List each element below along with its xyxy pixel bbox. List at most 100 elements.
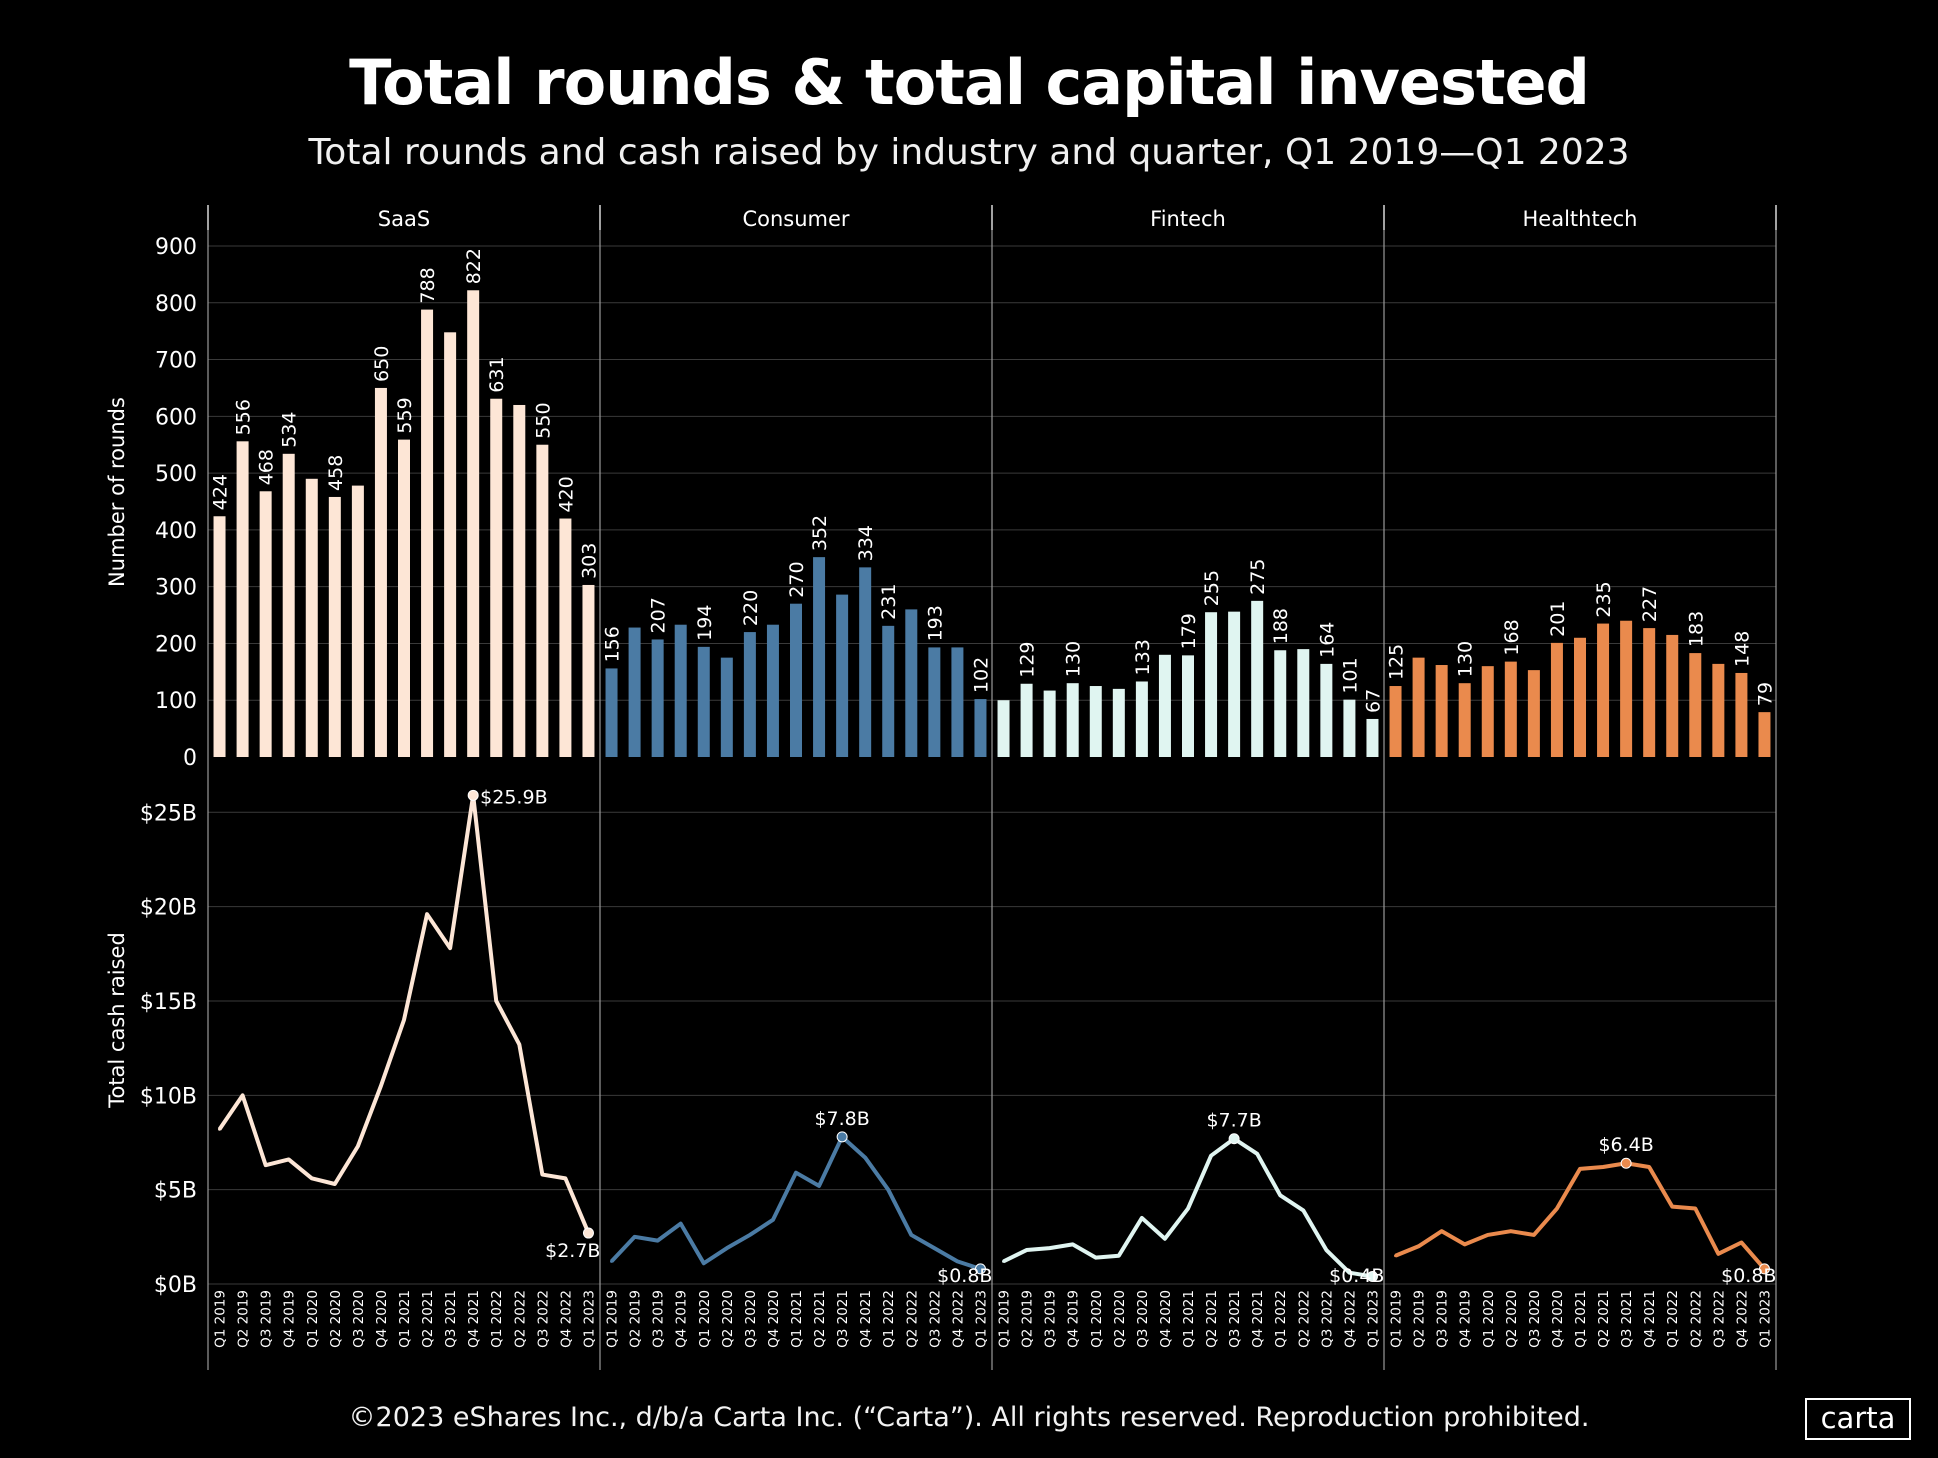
cash-point: [1324, 1248, 1328, 1252]
cash-point: [425, 912, 429, 916]
x-tick-label: Q2 2021: [1204, 1290, 1220, 1348]
x-tick-label: Q3 2021: [1227, 1290, 1243, 1348]
bar-fintech: [1366, 718, 1379, 757]
cash-point: [1578, 1167, 1582, 1171]
bar-consumer: [836, 594, 849, 757]
bar-healthtech: [1735, 672, 1748, 757]
x-tick-label: Q2 2020: [720, 1290, 736, 1348]
cash-point: [1716, 1252, 1720, 1256]
cash-point: [264, 1163, 268, 1167]
cash-point: [1048, 1246, 1052, 1250]
x-tick-label: Q1 2023: [1365, 1290, 1381, 1348]
cash-marker: [836, 1131, 848, 1143]
bar-value-label: 207: [648, 597, 670, 633]
x-tick-label: Q4 2022: [1734, 1290, 1750, 1348]
bar-value-label: 352: [809, 515, 831, 551]
bar-fintech: [1297, 649, 1310, 757]
x-tick-label: Q3 2019: [651, 1290, 667, 1348]
cash-point: [333, 1182, 337, 1186]
bar-value-label: 201: [1547, 601, 1569, 637]
bar-fintech: [1020, 683, 1033, 757]
cash-point: [1647, 1165, 1651, 1169]
cash-point: [1486, 1233, 1490, 1237]
bar-fintech: [1343, 699, 1356, 757]
bar-saas: [467, 290, 480, 757]
bar-value-label: 79: [1754, 682, 1776, 706]
bar-healthtech: [1758, 712, 1771, 757]
bar-consumer: [813, 557, 826, 757]
x-tick-label: Q1 2019: [1389, 1290, 1405, 1348]
bar-value-label: 133: [1132, 639, 1154, 675]
cash-line-saas: [217, 793, 591, 1234]
cash-point: [1394, 1254, 1398, 1258]
bar-saas: [351, 485, 364, 757]
x-tick-label: Q1 2021: [397, 1290, 413, 1348]
bar-value-label: 183: [1685, 611, 1707, 647]
bar-value-label: 130: [1063, 641, 1085, 677]
cash-tick-label: $5B: [154, 1179, 197, 1204]
cash-tick-label: $15B: [140, 990, 197, 1015]
bar-value-label: 156: [602, 626, 624, 662]
x-tick-label: Q2 2020: [328, 1290, 344, 1348]
bar-consumer: [974, 699, 987, 757]
cash-point: [1509, 1229, 1513, 1233]
panel-header-healthtech: Healthtech: [1523, 207, 1638, 231]
bar-saas: [536, 444, 549, 757]
cash-point: [1186, 1207, 1190, 1211]
x-tick-label: Q3 2022: [927, 1290, 943, 1348]
x-tick-label: Q4 2021: [466, 1290, 482, 1348]
bar-value-label: 188: [1270, 608, 1292, 644]
rounds-axis-label: Number of rounds: [105, 397, 129, 587]
bar-saas: [444, 332, 457, 757]
x-tick-label: Q2 2022: [1296, 1290, 1312, 1348]
cash-point: [748, 1233, 752, 1237]
cash-value-label: $6.4B: [1598, 1134, 1653, 1156]
bar-consumer: [766, 624, 779, 757]
bar-consumer: [743, 632, 756, 757]
rounds-tick-label: 200: [155, 632, 197, 657]
bar-value-label: 168: [1501, 619, 1523, 655]
x-tick-label: Q3 2019: [1043, 1290, 1059, 1348]
cash-line-healthtech: [1394, 1161, 1766, 1271]
bar-value-label: 231: [878, 584, 900, 620]
bar-saas: [582, 584, 595, 757]
bar-consumer: [674, 624, 687, 757]
cash-point: [1002, 1259, 1006, 1263]
cash-point: [448, 946, 452, 950]
x-tick-label: Q3 2020: [743, 1290, 759, 1348]
x-tick-label: Q3 2020: [351, 1290, 367, 1348]
cash-point: [1463, 1242, 1467, 1246]
x-tick-label: Q1 2022: [881, 1290, 897, 1348]
x-tick-label: Q4 2019: [674, 1290, 690, 1348]
cash-point: [1601, 1165, 1605, 1169]
bar-healthtech: [1620, 620, 1633, 757]
cash-marker: [1366, 1270, 1378, 1282]
cash-point: [633, 1235, 637, 1239]
bar-fintech: [1251, 600, 1264, 757]
bar-value-label: 255: [1201, 570, 1223, 606]
cash-point: [1555, 1207, 1559, 1211]
x-tick-label: Q3 2022: [1319, 1290, 1335, 1348]
panel-header-saas: SaaS: [378, 207, 430, 231]
cash-value-label: $0.4B: [1329, 1265, 1384, 1287]
cash-point: [402, 1018, 406, 1022]
cash-point: [1693, 1207, 1697, 1211]
x-tick-label: Q1 2022: [1273, 1290, 1289, 1348]
x-tick-label: Q2 2021: [1596, 1290, 1612, 1348]
cash-marker: [582, 1227, 594, 1239]
bar-healthtech: [1712, 663, 1725, 757]
bar-consumer: [720, 657, 733, 757]
x-tick-label: Q3 2021: [1619, 1290, 1635, 1348]
cash-point: [379, 1084, 383, 1088]
cash-point: [241, 1093, 245, 1097]
x-tick-label: Q1 2021: [1181, 1290, 1197, 1348]
bar-consumer: [651, 639, 664, 757]
bar-consumer: [905, 609, 918, 757]
bar-saas: [328, 496, 341, 757]
bar-healthtech: [1689, 653, 1702, 757]
cash-point: [563, 1176, 567, 1180]
cash-point: [1140, 1216, 1144, 1220]
x-tick-label: Q3 2019: [1435, 1290, 1451, 1348]
cash-value-label: $2.7B: [545, 1240, 600, 1262]
chart-subtitle: Total rounds and cash raised by industry…: [308, 132, 1630, 173]
